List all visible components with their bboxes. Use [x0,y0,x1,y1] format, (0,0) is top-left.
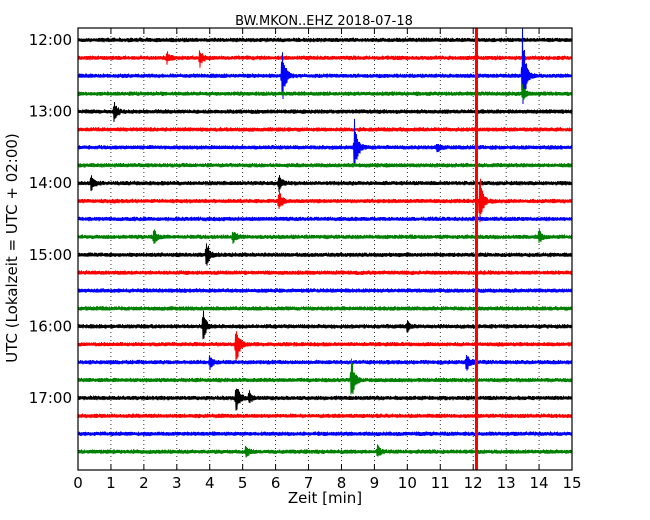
trace-3 [77,84,573,100]
x-tick-label-3: 3 [172,474,182,492]
x-tick-label-8: 8 [337,474,347,492]
y-tick-label-1: 13:00 [29,103,72,121]
x-tick-label-13: 13 [497,474,516,492]
trace-18 [77,355,573,371]
x-tick-label-2: 2 [139,474,149,492]
trace-20 [77,388,573,411]
y-tick-label-0: 12:00 [29,31,72,49]
y-tick-label-4: 16:00 [29,317,72,335]
trace-7 [77,162,573,168]
seismic-traces [77,27,573,458]
plot-frame [77,27,573,471]
trace-11 [77,229,573,244]
trace-1 [77,50,573,68]
trace-2 [77,27,573,104]
x-tick-label-7: 7 [304,474,314,492]
x-tick-label-11: 11 [431,474,450,492]
trace-21 [77,413,573,419]
y-axis-label: UTC (Lokalzeit = UTC + 02:00) [3,133,21,363]
trace-23 [77,444,573,458]
trace-13 [77,270,573,276]
chart-title: BW.MKON..EHZ 2018-07-18 [235,14,413,29]
x-tick-label-10: 10 [398,474,417,492]
x-tick-label-15: 15 [562,474,581,492]
x-tick-label-4: 4 [205,474,215,492]
x-tick-label-14: 14 [530,474,549,492]
axis-ticks: 0 1 2 3 4 5 6 7 8 9 10 11 12 13 14 1512:0013:0014:0015:… [29,28,582,492]
trace-14 [77,288,573,294]
y-tick-label-3: 15:00 [29,246,72,264]
x-tick-label-0: 0 [73,474,83,492]
trace-17 [77,331,573,362]
y-tick-label-2: 14:00 [29,174,72,192]
x-tick-label-9: 9 [370,474,380,492]
trace-8 [77,175,573,192]
trace-15 [77,306,573,311]
trace-10 [77,216,573,222]
trace-5 [77,127,573,132]
x-tick-label-12: 12 [464,474,483,492]
trace-22 [77,431,573,437]
trace-6 [77,118,573,165]
trace-9 [77,178,573,223]
trace-0 [77,37,573,43]
x-tick-label-1: 1 [106,474,116,492]
x-axis-label: Zeit [min] [288,489,362,507]
y-tick-label-5: 17:00 [29,389,72,407]
x-tick-label-6: 6 [271,474,281,492]
trace-4 [77,102,573,122]
trace-12 [77,243,573,266]
trace-19 [77,358,573,395]
x-tick-label-5: 5 [238,474,248,492]
trace-16 [77,310,573,340]
